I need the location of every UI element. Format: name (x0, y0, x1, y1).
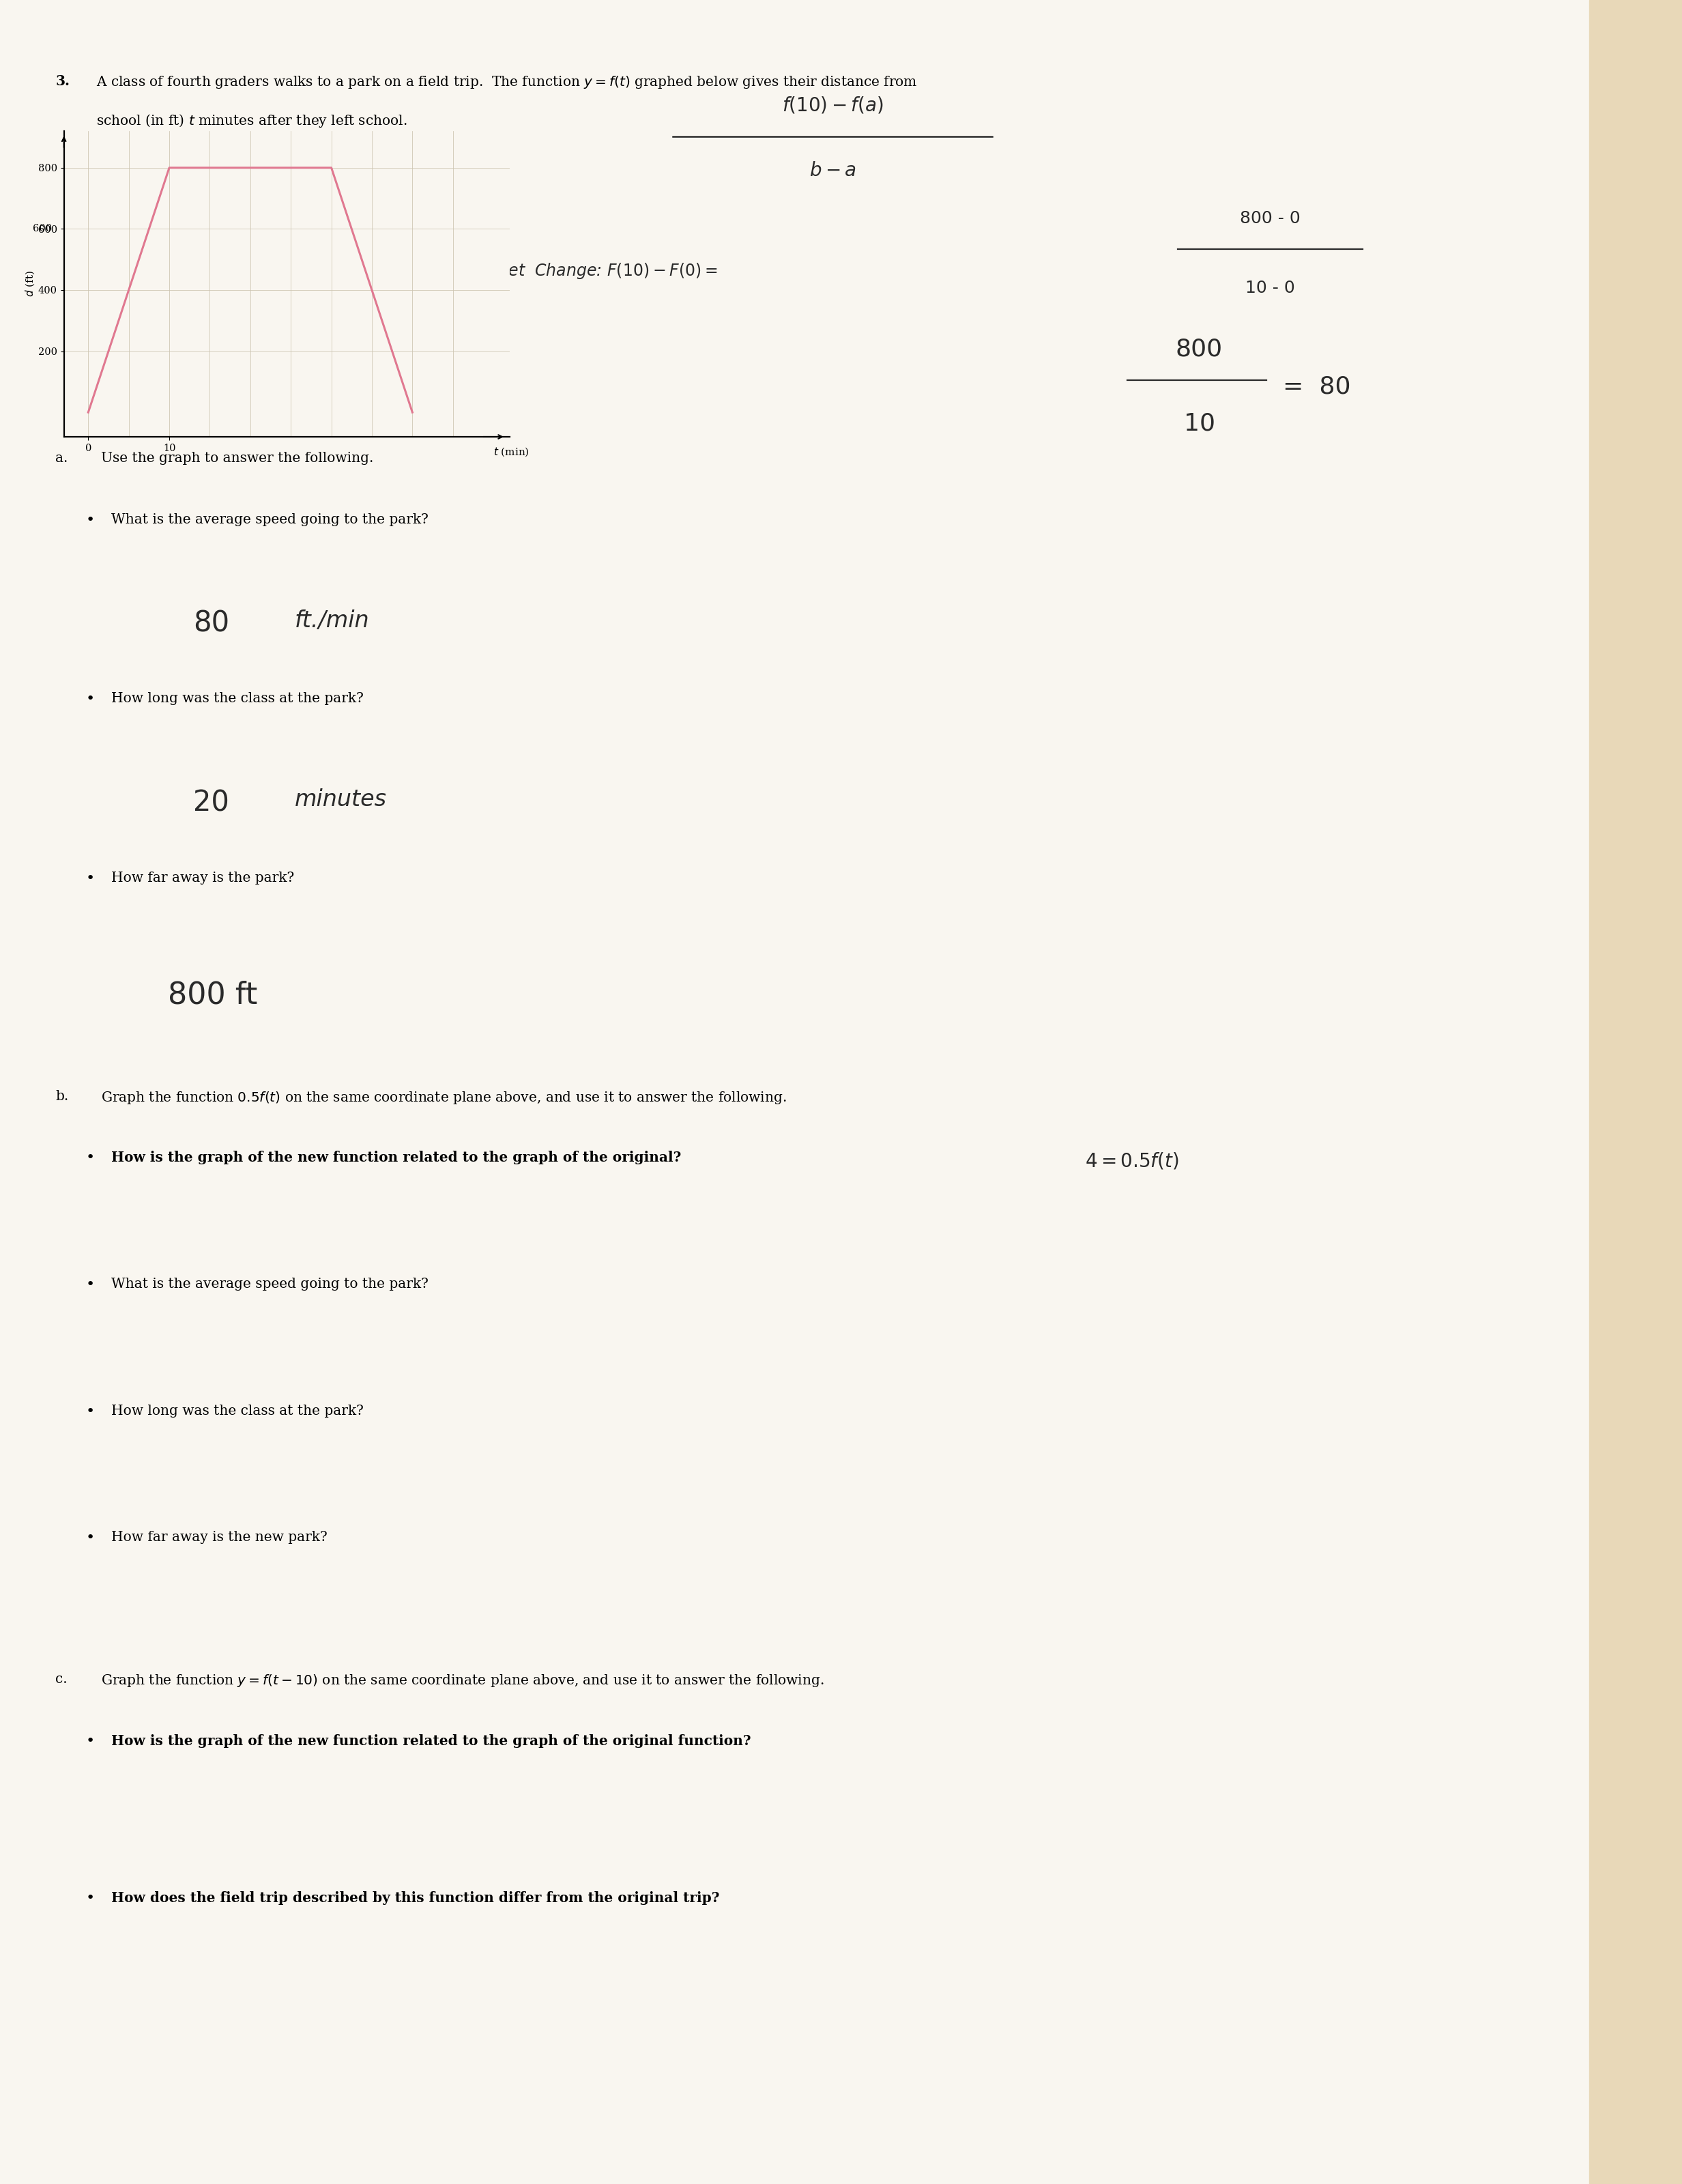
Text: •: • (86, 871, 94, 885)
Text: 10 - 0: 10 - 0 (1245, 280, 1295, 297)
Text: •: • (86, 1151, 94, 1164)
Text: A class of fourth graders walks to a park on a field trip.  The function $y = f(: A class of fourth graders walks to a par… (96, 74, 917, 90)
Text: •: • (86, 513, 94, 526)
Text: How is the graph of the new function related to the graph of the original?: How is the graph of the new function rel… (111, 1151, 681, 1164)
Text: What is the average speed going to the park?: What is the average speed going to the p… (111, 513, 429, 526)
Text: •: • (86, 1404, 94, 1417)
Text: 3.: 3. (56, 74, 71, 87)
Text: 20: 20 (193, 788, 229, 817)
Text: •: • (86, 1278, 94, 1291)
Text: What is the average speed going to the park?: What is the average speed going to the p… (111, 1278, 429, 1291)
Text: b.: b. (56, 1090, 69, 1103)
Text: 800 - 0: 800 - 0 (1240, 210, 1300, 227)
Text: How far away is the new park?: How far away is the new park? (111, 1531, 326, 1544)
Text: school (in ft) $t$ minutes after they left school.: school (in ft) $t$ minutes after they le… (96, 111, 407, 129)
Text: •: • (86, 1891, 94, 1904)
Text: 600: 600 (32, 225, 52, 234)
Text: $b - a$: $b - a$ (809, 162, 856, 179)
Text: 80: 80 (193, 609, 230, 638)
Y-axis label: $d$ (ft): $d$ (ft) (24, 271, 37, 297)
Text: c.: c. (56, 1673, 67, 1686)
Text: How long was the class at the park?: How long was the class at the park? (111, 1404, 363, 1417)
Text: •: • (86, 692, 94, 705)
Text: minutes: minutes (294, 788, 387, 810)
Text: 800: 800 (1176, 339, 1223, 360)
Text: ft./min: ft./min (294, 609, 368, 631)
Text: =  80: = 80 (1283, 376, 1351, 397)
Text: How long was the class at the park?: How long was the class at the park? (111, 692, 363, 705)
Text: a.: a. (56, 452, 67, 465)
Text: $t$ (min): $t$ (min) (493, 446, 530, 459)
Text: Net  Change: $F(10) - F(0) =$: Net Change: $F(10) - F(0) =$ (496, 262, 718, 280)
Text: 10: 10 (1184, 413, 1214, 435)
Text: $4 = 0.5f(t)$: $4 = 0.5f(t)$ (1085, 1151, 1179, 1171)
Text: •: • (86, 1734, 94, 1747)
Text: Use the graph to answer the following.: Use the graph to answer the following. (101, 452, 373, 465)
Bar (1589, 0, 1682, 2184)
Text: How is the graph of the new function related to the graph of the original functi: How is the graph of the new function rel… (111, 1734, 750, 1747)
Text: How far away is the park?: How far away is the park? (111, 871, 294, 885)
Text: Graph the function $y = f(t - 10)$ on the same coordinate plane above, and use i: Graph the function $y = f(t - 10)$ on th… (101, 1673, 824, 1688)
Text: $f(10) - f(a)$: $f(10) - f(a)$ (782, 94, 883, 116)
Text: How does the field trip described by this function differ from the original trip: How does the field trip described by thi… (111, 1891, 720, 1904)
Text: •: • (86, 1531, 94, 1544)
Text: Graph the function $0.5f(t)$ on the same coordinate plane above, and use it to a: Graph the function $0.5f(t)$ on the same… (101, 1090, 787, 1105)
Text: 800 ft: 800 ft (168, 981, 257, 1009)
